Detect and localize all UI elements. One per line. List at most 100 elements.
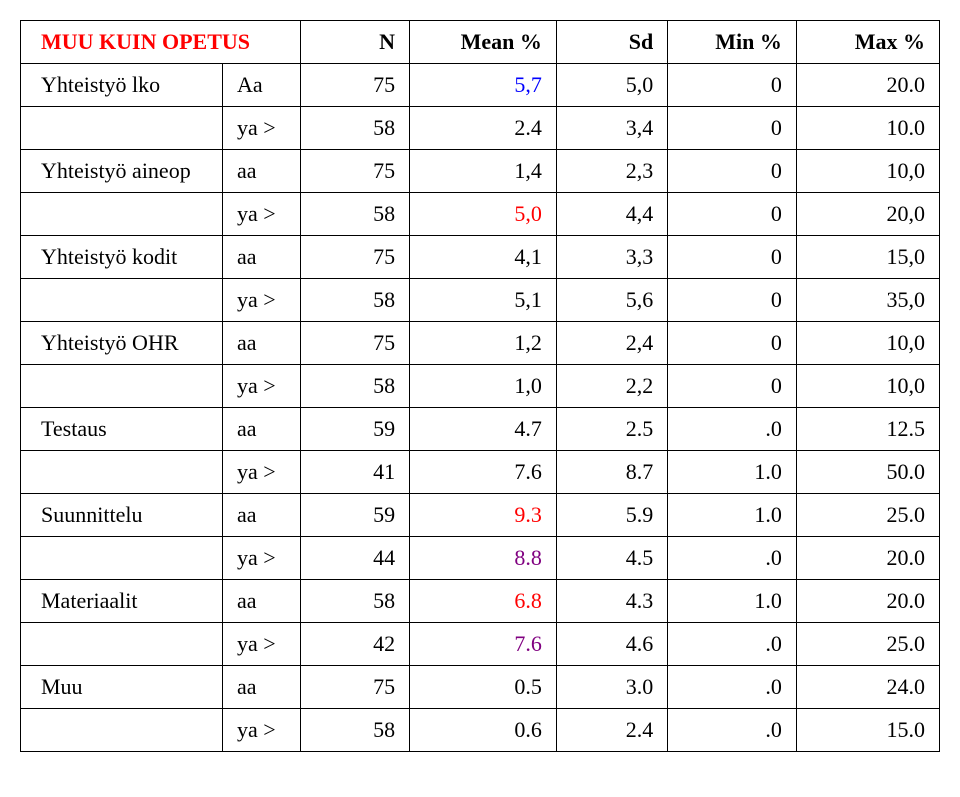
table-row: Suunnitteluaa599.35.91.025.0 [21,494,940,537]
row-max: 25.0 [796,494,939,537]
row-mean: 6.8 [410,580,557,623]
row-group: aa [223,666,301,709]
row-sd: 4.5 [556,537,667,580]
table-row: ya >585,15,6035,0 [21,279,940,322]
row-group: aa [223,408,301,451]
row-sd: 2.4 [556,709,667,752]
row-sd: 4,4 [556,193,667,236]
table-row: Yhteistyö lkoAa755,75,0020.0 [21,64,940,107]
table-row: ya >427.64.6.025.0 [21,623,940,666]
table-row: Testausaa594.72.5.012.5 [21,408,940,451]
row-group: ya > [223,451,301,494]
row-n: 44 [300,537,410,580]
row-min: 0 [668,150,797,193]
header-sd: Sd [556,21,667,64]
row-group: aa [223,580,301,623]
table-row: ya >417.68.71.050.0 [21,451,940,494]
row-label: Yhteistyö lko [21,64,223,107]
row-n: 75 [300,322,410,365]
row-label [21,623,223,666]
row-min: .0 [668,537,797,580]
row-mean: 1,4 [410,150,557,193]
row-n: 41 [300,451,410,494]
row-n: 58 [300,279,410,322]
row-mean: 0.6 [410,709,557,752]
row-max: 24.0 [796,666,939,709]
row-min: .0 [668,709,797,752]
table-row: ya >582.43,4010.0 [21,107,940,150]
row-max: 12.5 [796,408,939,451]
header-max: Max % [796,21,939,64]
row-label [21,537,223,580]
row-min: 0 [668,64,797,107]
row-mean: 1,2 [410,322,557,365]
row-sd: 4.3 [556,580,667,623]
row-mean: 9.3 [410,494,557,537]
row-label [21,107,223,150]
row-sd: 8.7 [556,451,667,494]
row-max: 20.0 [796,537,939,580]
row-mean: 1,0 [410,365,557,408]
row-min: 0 [668,322,797,365]
row-max: 15.0 [796,709,939,752]
row-group: aa [223,322,301,365]
row-max: 20.0 [796,580,939,623]
row-min: 0 [668,193,797,236]
row-n: 58 [300,193,410,236]
row-min: 1.0 [668,451,797,494]
row-label [21,451,223,494]
row-max: 15,0 [796,236,939,279]
row-mean: 7.6 [410,451,557,494]
table-title: MUU KUIN OPETUS [21,21,301,64]
row-sd: 2,3 [556,150,667,193]
row-n: 59 [300,494,410,537]
row-sd: 5,0 [556,64,667,107]
row-mean: 4.7 [410,408,557,451]
row-mean: 8.8 [410,537,557,580]
table-row: Yhteistyö aineopaa751,42,3010,0 [21,150,940,193]
row-group: Aa [223,64,301,107]
row-label: Yhteistyö OHR [21,322,223,365]
row-max: 10,0 [796,365,939,408]
row-label: Testaus [21,408,223,451]
row-label [21,279,223,322]
row-sd: 3,3 [556,236,667,279]
row-group: ya > [223,107,301,150]
row-max: 50.0 [796,451,939,494]
row-sd: 2,4 [556,322,667,365]
row-sd: 2,2 [556,365,667,408]
row-mean: 5,1 [410,279,557,322]
row-label: Materiaalit [21,580,223,623]
row-label: Suunnittelu [21,494,223,537]
row-group: ya > [223,709,301,752]
row-label [21,193,223,236]
row-label: Muu [21,666,223,709]
row-mean: 5,7 [410,64,557,107]
row-min: 0 [668,107,797,150]
row-n: 75 [300,236,410,279]
row-min: .0 [668,408,797,451]
row-group: ya > [223,193,301,236]
row-label: Yhteistyö aineop [21,150,223,193]
row-group: ya > [223,279,301,322]
row-min: .0 [668,623,797,666]
row-max: 10,0 [796,322,939,365]
row-min: 1.0 [668,580,797,623]
row-max: 25.0 [796,623,939,666]
row-n: 42 [300,623,410,666]
row-sd: 5.9 [556,494,667,537]
row-group: ya > [223,623,301,666]
row-n: 59 [300,408,410,451]
row-max: 20.0 [796,64,939,107]
table-body: Yhteistyö lkoAa755,75,0020.0ya >582.43,4… [21,64,940,752]
row-mean: 5,0 [410,193,557,236]
row-max: 10.0 [796,107,939,150]
row-mean: 2.4 [410,107,557,150]
row-group: ya > [223,537,301,580]
row-sd: 4.6 [556,623,667,666]
table-row: ya >585,04,4020,0 [21,193,940,236]
header-n: N [300,21,410,64]
row-min: .0 [668,666,797,709]
table-row: Yhteistyö OHRaa751,22,4010,0 [21,322,940,365]
table-row: ya >581,02,2010,0 [21,365,940,408]
